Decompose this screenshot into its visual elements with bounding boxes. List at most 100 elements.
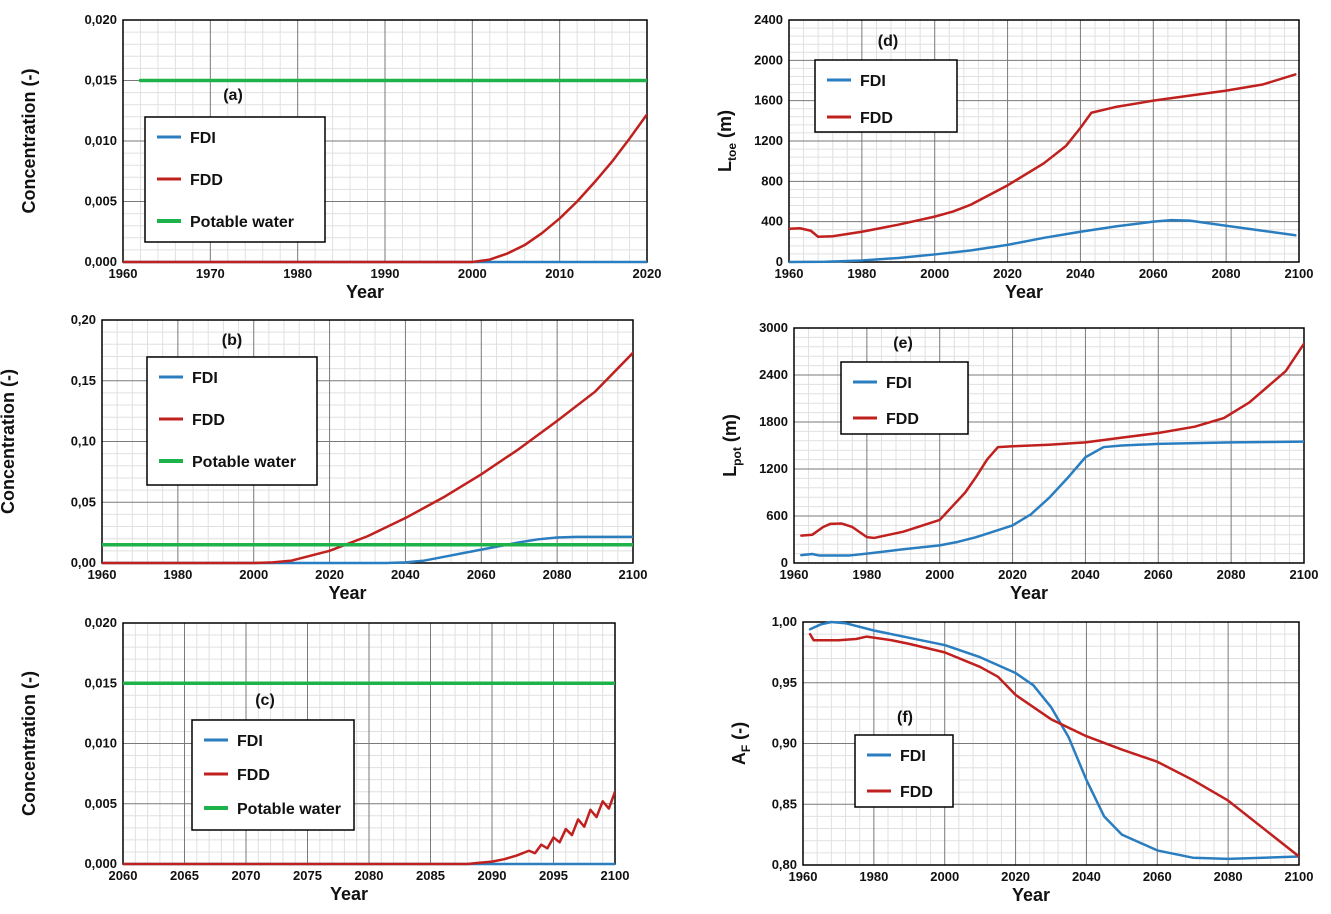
series-line-fdi [800,440,1304,557]
y-tick-label: 0,00 [71,555,96,570]
x-axis-label: Year [328,583,366,603]
legend-label: FDI [886,375,912,392]
y-tick-label: 0,000 [84,254,117,269]
y-tick-label: 0,05 [71,494,96,509]
x-tick-label: 1970 [196,266,225,281]
chart-panel-e: 1960 1980 2000 2020 2040 2060 2080 2100 0 600 1200… [720,320,1318,603]
panel-label: (a) [223,87,243,104]
legend-label: FDD [237,767,270,784]
x-tick-label: 1980 [163,567,192,582]
x-tick-label: 2020 [993,266,1022,281]
x-tick-label: 1980 [852,567,881,582]
x-tick-label: 1960 [775,266,804,281]
x-tick-label: 2020 [998,567,1027,582]
y-tick-label: 0,10 [71,434,96,449]
x-axis-label: Year [1010,583,1048,603]
x-tick-label: 2100 [1285,266,1314,281]
plot-frame [793,327,1305,564]
legend-label: FDD [886,411,919,428]
y-tick-label: 0,20 [71,312,96,327]
x-tick-label: 2060 [1143,869,1172,884]
plot-frame [802,621,1300,866]
y-tick-label: 0,015 [84,675,117,690]
x-tick-label: 2020 [1001,869,1030,884]
chart-panel-c: 2060 2065 2070 2075 2080 2085 2090 2095 2100 0,00… [19,615,629,904]
y-tick-label: 2400 [759,367,788,382]
legend: FDI FDD [854,734,954,808]
y-tick-label: 0,005 [84,796,117,811]
x-tick-label: 2095 [539,868,568,883]
y-tick-label: 0,010 [84,133,117,148]
x-tick-label: 1960 [88,567,117,582]
x-axis-label: Year [1005,282,1043,302]
legend-label: FDI [237,733,263,750]
x-tick-label: 2020 [315,567,344,582]
legend-box [854,734,954,808]
legend: FDI FDD Potable water [144,116,326,243]
x-tick-label: 2070 [232,868,261,883]
legend: FDI FDD Potable water [191,719,355,831]
series-line-fdd [123,113,647,264]
legend-label: Potable water [190,214,294,231]
x-tick-label: 2000 [920,266,949,281]
x-tick-label: 2080 [1212,266,1241,281]
x-tick-label: 2065 [170,868,199,883]
y-axis-label: Concentration (-) [19,69,39,214]
chart-panel-f: 1960 1980 2000 2020 2040 2060 2080 2100 0,80 0,85… [729,614,1313,905]
legend-label: Potable water [237,801,341,818]
y-tick-label: 3000 [759,320,788,335]
legend: FDI FDD Potable water [146,356,318,486]
x-tick-label: 2060 [109,868,138,883]
y-tick-label: 0,005 [84,194,117,209]
x-tick-label: 2010 [545,266,574,281]
x-tick-label: 1980 [283,266,312,281]
y-tick-label: 0,010 [84,736,117,751]
panel-label: (b) [222,332,242,349]
y-tick-label: 1200 [754,133,783,148]
y-tick-label: 1200 [759,461,788,476]
legend: FDI FDD [814,59,958,133]
x-tick-label: 2060 [467,567,496,582]
y-tick-label: 600 [766,508,788,523]
x-tick-label: 1980 [847,266,876,281]
legend-box [840,361,969,435]
y-tick-label: 0,015 [84,73,117,88]
x-tick-label: 2000 [458,266,487,281]
series-line-fdd [789,73,1297,239]
x-tick-label: 2100 [1290,567,1319,582]
x-tick-label: 2000 [239,567,268,582]
x-tick-label: 2000 [930,869,959,884]
y-tick-label: 0,90 [772,736,797,751]
x-tick-label: 2040 [391,567,420,582]
legend-label: FDI [192,370,218,387]
x-tick-label: 2040 [1072,869,1101,884]
x-tick-label: 2080 [1217,567,1246,582]
series-line-fdd [102,351,633,565]
y-axis-label: Ltoe (m) [715,110,739,172]
y-tick-label: 2000 [754,52,783,67]
x-tick-label: 2020 [633,266,662,281]
y-tick-label: 0,95 [772,675,797,690]
x-tick-label: 2085 [416,868,445,883]
x-tick-label: 1960 [109,266,138,281]
chart-panel-a: 1960 1970 1980 1990 2000 2010 2020 0,000 0,005 0,… [19,12,661,302]
series-line-fdd [808,632,1299,858]
chart-panel-d: 1960 1980 2000 2020 2040 2060 2080 2100 0 400 800 1… [715,12,1313,302]
x-tick-label: 1980 [859,869,888,884]
x-tick-label: 1990 [371,266,400,281]
x-tick-label: 2100 [601,868,630,883]
legend-box [814,59,958,133]
x-tick-label: 1960 [789,869,818,884]
plot-frame [788,19,1300,263]
y-tick-label: 1800 [759,414,788,429]
legend-label: FDI [860,73,886,90]
y-tick-label: 0,15 [71,373,96,388]
x-tick-label: 2100 [1285,869,1314,884]
x-tick-label: 2060 [1144,567,1173,582]
x-tick-label: 2080 [1214,869,1243,884]
series-lines [102,351,633,565]
y-axis-label: Concentration (-) [19,671,39,816]
series-line-fdi [789,218,1297,264]
y-tick-label: 400 [761,214,783,229]
